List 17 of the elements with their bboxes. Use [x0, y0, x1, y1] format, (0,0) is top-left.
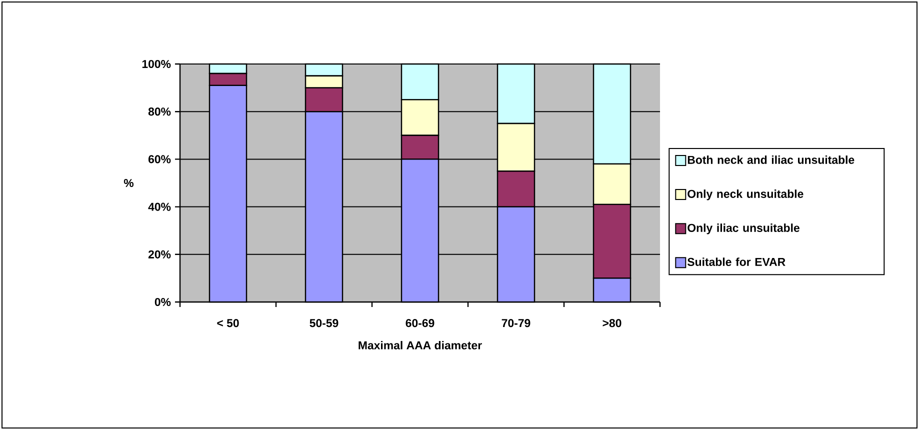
- y-tick-label: 20%: [148, 250, 171, 258]
- legend-label: Both neck and iliac unsuitable: [688, 156, 854, 164]
- x-tick-label: 60-69: [406, 319, 434, 328]
- x-tick-label: >80: [602, 319, 622, 328]
- legend-label: Suitable for EVAR: [687, 258, 786, 266]
- y-tick-label: 100%: [142, 60, 171, 68]
- x-tick-label: 50-59: [310, 319, 338, 328]
- y-tick-label: 40%: [148, 202, 171, 211]
- legend-label: Only iliac unsuitable: [688, 224, 800, 234]
- y-axis-title: %: [124, 178, 134, 188]
- x-tick-label: 70-79: [502, 319, 530, 328]
- legend-label: Only neck unsuitable: [688, 190, 804, 200]
- y-tick-label: 80%: [148, 108, 171, 116]
- x-axis-title: Maximal AAA diameter: [358, 340, 482, 350]
- y-tick-label: 60%: [148, 155, 171, 164]
- x-tick-label: < 50: [217, 319, 239, 328]
- y-tick-label: 0%: [154, 298, 171, 306]
